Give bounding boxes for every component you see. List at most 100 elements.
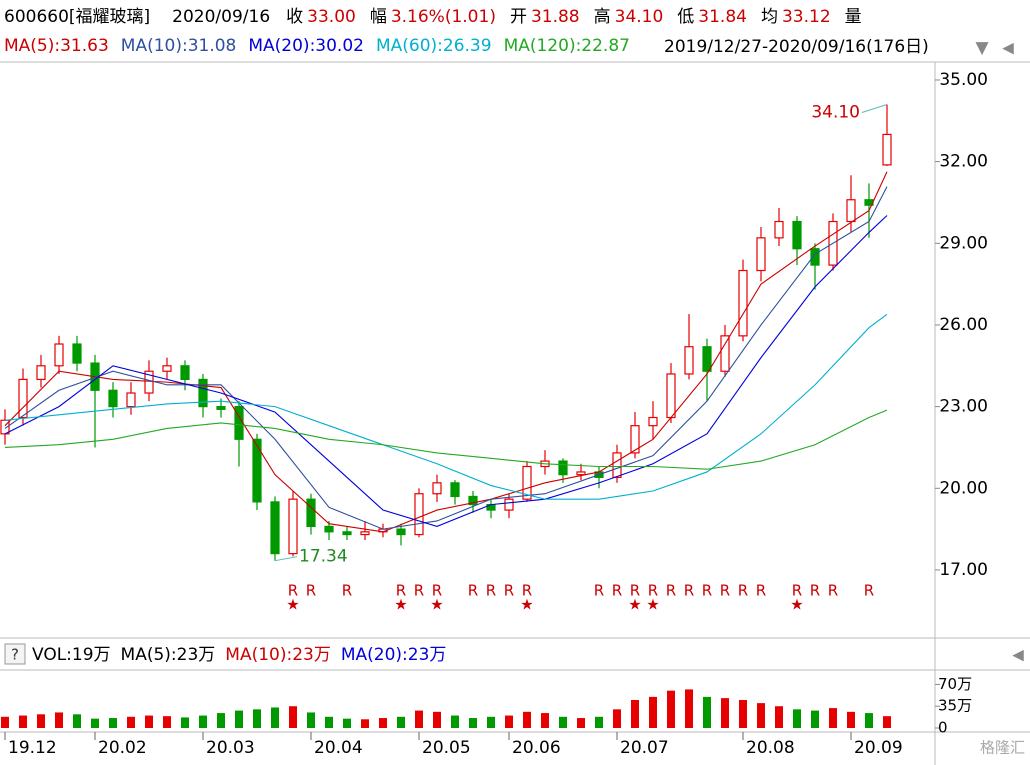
volume-bar xyxy=(91,718,99,728)
star: ★ xyxy=(628,596,641,614)
volume-bar xyxy=(451,715,459,728)
legend-entry: MA(20):30.02 xyxy=(248,36,364,56)
volume-bar xyxy=(721,698,729,728)
volume-bar xyxy=(379,718,387,728)
signal: R xyxy=(738,582,748,600)
x-tick-label: 20.05 xyxy=(422,738,471,758)
signal: R xyxy=(864,582,874,600)
candle-body xyxy=(648,416,658,427)
volume-bar xyxy=(559,716,567,728)
volume-bar xyxy=(847,711,855,728)
candle-body xyxy=(702,346,712,372)
volume-bar xyxy=(811,710,819,728)
help-button[interactable] xyxy=(4,643,26,665)
volume-legend: MA(5):23万 xyxy=(121,645,216,665)
header-text: 幅 xyxy=(370,7,387,27)
signal: R xyxy=(288,582,298,600)
star: ★ xyxy=(430,596,443,614)
volume-bar xyxy=(37,714,45,728)
volume-bar xyxy=(757,703,765,728)
candle-body xyxy=(252,438,262,503)
signal: R xyxy=(414,582,424,600)
signal: R xyxy=(522,582,532,600)
volume-bar xyxy=(883,716,891,728)
signal: R xyxy=(612,582,622,600)
legend-entry: MA(120):22.87 xyxy=(504,36,630,56)
range-bg xyxy=(662,34,967,59)
volume-bar xyxy=(397,716,405,728)
annotation-label: 17.34 xyxy=(299,547,348,567)
candle-body xyxy=(468,495,478,506)
ma-line xyxy=(4,409,888,470)
header-text: 31.84 xyxy=(698,7,747,27)
volume-bar xyxy=(469,718,477,728)
header-text: 600660[福耀玻璃] xyxy=(4,7,150,27)
candle-body xyxy=(270,501,280,555)
legend-entry: MA(5):31.63 xyxy=(4,36,109,56)
candle-body xyxy=(846,199,856,223)
volume-tick-label: 35万 xyxy=(938,697,972,715)
candle-body xyxy=(630,425,640,454)
volume-tick-label: 70万 xyxy=(938,675,972,693)
volume-bar xyxy=(163,716,171,728)
ma-line xyxy=(4,186,888,530)
y-tick-label: 20.00 xyxy=(939,478,988,498)
volume-bar xyxy=(271,707,279,728)
volume-legend: VOL:19万 xyxy=(32,645,111,665)
header-text: 量 xyxy=(845,7,862,27)
candle-body xyxy=(756,237,766,272)
signal: R xyxy=(486,582,496,600)
volume-bar xyxy=(145,715,153,728)
volume-bar xyxy=(343,718,351,728)
volume-bar xyxy=(541,713,549,728)
candle-body xyxy=(108,389,118,408)
candle-body xyxy=(324,525,334,533)
volume-bar xyxy=(595,716,603,728)
x-tick-label: 20.08 xyxy=(746,738,795,758)
candle-body xyxy=(18,378,28,419)
signal: R xyxy=(810,582,820,600)
candle-body xyxy=(666,373,676,419)
volume-bar xyxy=(667,690,675,728)
volume-bar xyxy=(307,712,315,728)
volume-bar xyxy=(415,710,423,728)
header-text: 2020/09/16 xyxy=(172,7,270,27)
dropdown-icon[interactable]: ▼ xyxy=(975,38,989,58)
volume-bar xyxy=(181,717,189,728)
annotation-pointer xyxy=(861,103,888,113)
y-tick-label: 32.00 xyxy=(939,152,988,172)
ma-line xyxy=(4,171,888,533)
y-tick-label: 17.00 xyxy=(939,560,988,580)
header-text: 高 xyxy=(594,7,611,27)
star: ★ xyxy=(286,596,299,614)
candle-body xyxy=(882,133,892,166)
volume-bar xyxy=(199,715,207,728)
candle-body xyxy=(126,392,136,408)
candle-body xyxy=(198,378,208,408)
signal: R xyxy=(720,582,730,600)
signal: R xyxy=(468,582,478,600)
candle-body xyxy=(558,460,568,476)
volume-bar xyxy=(73,714,81,728)
volume-bar xyxy=(685,689,693,728)
volume-bar xyxy=(793,709,801,728)
volume-bar xyxy=(235,710,243,728)
candle-body xyxy=(612,452,622,478)
candle-body xyxy=(306,498,316,527)
header-text: 收 xyxy=(286,7,303,27)
star: ★ xyxy=(520,596,533,614)
header-text: 31.88 xyxy=(531,7,580,27)
legend-entry: MA(10):31.08 xyxy=(121,36,237,56)
volume-bar xyxy=(55,712,63,728)
header-text: 低 xyxy=(677,7,694,27)
header-text: 开 xyxy=(510,7,527,27)
candle-body xyxy=(450,482,460,498)
header-text: 均 xyxy=(761,7,778,27)
volume-bar xyxy=(613,709,621,728)
volume-bar xyxy=(361,719,369,728)
scroll-icon: ◀ xyxy=(1002,39,1014,57)
candle-body xyxy=(162,365,172,372)
volume-legend: MA(10):23万 xyxy=(225,645,331,665)
candle-body xyxy=(72,343,82,364)
candle-body xyxy=(432,482,442,495)
